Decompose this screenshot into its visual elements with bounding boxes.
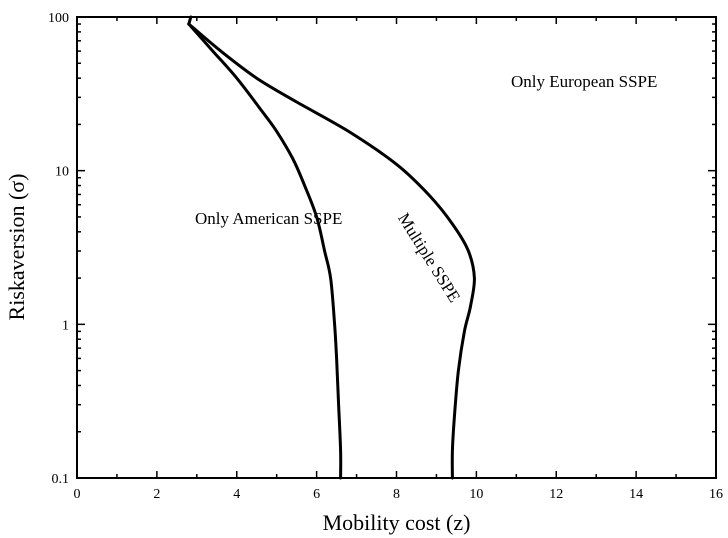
boundary-curve-2 [187,22,476,480]
x-tick-label: 14 [629,487,643,502]
x-tick-label: 10 [469,487,483,502]
region-label-2: Only American SSPE [195,209,342,228]
boundary-curve-1 [187,22,343,480]
x-tick-label: 16 [709,487,723,502]
x-tick-label: 6 [313,487,320,502]
curve-top-cap [187,15,193,26]
x-tick-label: 8 [393,487,400,502]
x-tick-label: 4 [233,487,240,502]
y-tick-label: 100 [48,11,69,26]
curves [187,15,476,480]
region-label-1: Only European SSPE [511,72,657,91]
ticks: 0 2 4 6 8 10 12 14 16 0.1 1 10 100 [48,11,723,502]
x-tick-label: 0 [74,487,81,502]
x-tick-label: 12 [549,487,563,502]
x-tick-label: 2 [153,487,160,502]
y-tick-label: 10 [55,165,69,180]
y-tick-label: 0.1 [52,472,70,487]
x-axis-title: Mobility cost (z) [323,510,471,535]
y-axis-title: Riskaversion (σ) [4,174,29,321]
y-tick-label: 1 [62,318,69,333]
